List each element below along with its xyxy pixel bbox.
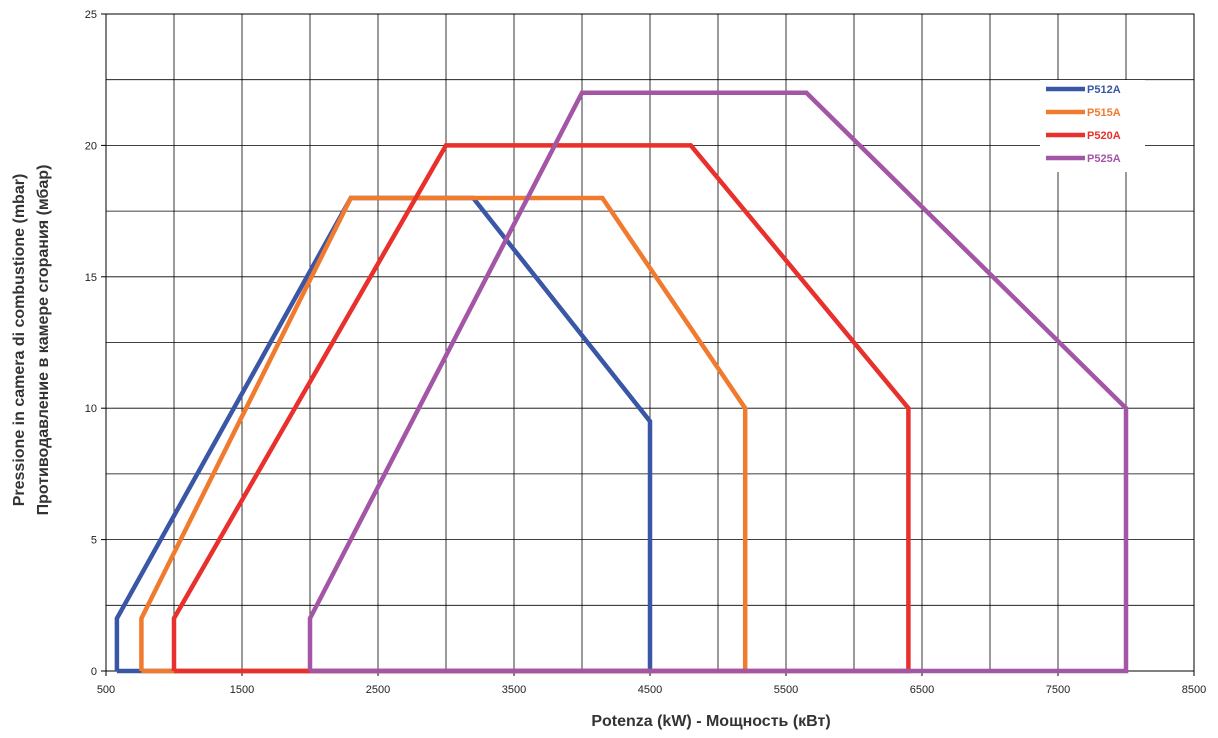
series-line-p525a: [307, 90, 1129, 674]
legend-label-p512a: P512A: [1087, 84, 1121, 96]
x-tick-label: 500: [97, 684, 115, 696]
x-tick-label: 8500: [1182, 684, 1206, 696]
legend-label-p515a: P515A: [1087, 107, 1121, 119]
y-tick-label: 10: [85, 403, 97, 415]
y-tick-label: 25: [85, 9, 97, 21]
y-tick-label: 5: [91, 535, 97, 547]
x-tick-label: 4500: [638, 684, 662, 696]
y-axis-title-line1: Pressione in camera di combustione (mbar…: [11, 174, 28, 507]
x-axis-ticks: 500 1500 2500 3500 4500 5500 6500 7500 8500: [97, 671, 1206, 696]
legend-label-p520a: P520A: [1087, 130, 1121, 142]
y-axis-ticks: 0 5 10 15 20 25: [85, 9, 106, 678]
series-lines: [114, 90, 1129, 674]
x-tick-label: 1500: [230, 684, 254, 696]
y-axis-title-line2: Противодавление в камере сгорания (мбар): [35, 165, 52, 516]
x-tick-label: 7500: [1046, 684, 1070, 696]
y-tick-label: 20: [85, 140, 97, 152]
x-tick-label: 6500: [910, 684, 934, 696]
legend: P512A P515A P520A P525A: [1040, 80, 1145, 172]
legend-label-p525a: P525A: [1087, 153, 1121, 165]
series-line-p512a: [114, 195, 653, 674]
x-tick-label: 3500: [502, 684, 526, 696]
y-tick-label: 15: [85, 272, 97, 284]
series-line-p515a: [139, 195, 748, 674]
x-axis-title: Potenza (kW) - Мощность (кВт): [591, 713, 830, 730]
x-tick-label: 5500: [774, 684, 798, 696]
x-tick-label: 2500: [366, 684, 390, 696]
y-tick-label: 0: [91, 666, 97, 678]
